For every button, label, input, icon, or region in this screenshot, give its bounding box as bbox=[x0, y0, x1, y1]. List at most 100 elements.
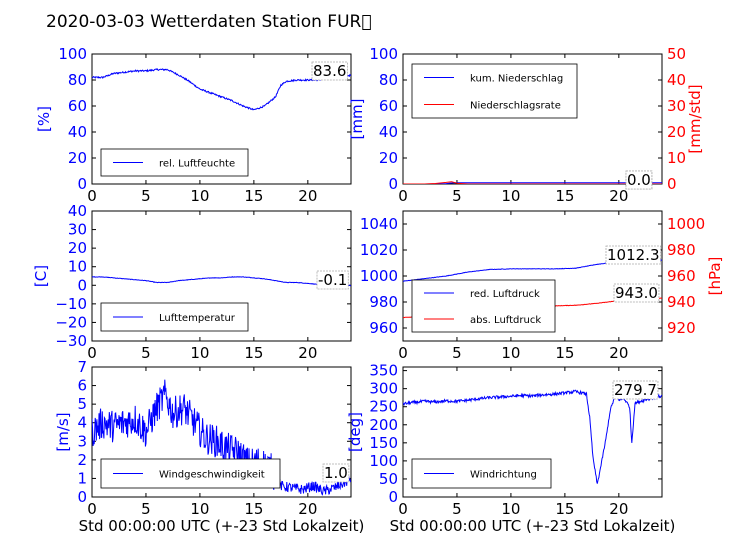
x-tick-label: 10 bbox=[501, 187, 520, 205]
annotation-box bbox=[612, 380, 659, 400]
y-tick-label: 20 bbox=[68, 149, 87, 167]
legend-label: Niederschlagsrate bbox=[470, 101, 561, 112]
value-annotation: 83.6 bbox=[313, 62, 346, 80]
plot-frame bbox=[91, 210, 352, 342]
x-tick-label: 15 bbox=[244, 187, 263, 205]
x-tick-label: 5 bbox=[452, 344, 462, 362]
legend-label: red. Luftdruck bbox=[470, 289, 540, 300]
legend-label: Lufttemperatur bbox=[159, 313, 236, 324]
series-line-1 bbox=[403, 389, 662, 484]
y-tick-label: 7 bbox=[77, 358, 87, 376]
value-annotation: -0.1 bbox=[318, 271, 347, 289]
series-line-2 bbox=[403, 181, 662, 184]
x-tick-label: 0 bbox=[87, 500, 97, 518]
x-tick-label: 5 bbox=[141, 187, 151, 205]
y2-tick-label: 50 bbox=[667, 45, 686, 63]
panel-1: 0 5 10 15 20 0 20 40 60 80 100 [%] rel. Luftfeuchte 8… bbox=[35, 45, 352, 205]
y-tick-label: 980 bbox=[369, 293, 398, 311]
x-tick-label: 5 bbox=[141, 344, 151, 362]
y-tick-label: 20 bbox=[379, 149, 398, 167]
x-tick-label: 15 bbox=[555, 187, 574, 205]
legend: kum. Niederschlag Niederschlagsrate bbox=[411, 63, 578, 119]
value-annotation: 943.0 bbox=[615, 284, 658, 302]
y-tick-label: 0 bbox=[77, 276, 87, 294]
y-tick-label: 3 bbox=[77, 432, 87, 450]
panel-3: 0 5 10 15 20−30−20−10010203040[C]Lufttempera… bbox=[32, 202, 352, 362]
y-axis-label: [m/s] bbox=[54, 412, 72, 451]
value-annotation: 279.7 bbox=[614, 381, 657, 399]
x-tick-label: 10 bbox=[190, 500, 209, 518]
annotation-box bbox=[316, 270, 349, 290]
x-tick-label: 20 bbox=[609, 187, 628, 205]
y2-axis-label: [hPa] bbox=[706, 257, 724, 296]
y-tick-label: 0 bbox=[77, 175, 87, 193]
x-tick-label: 20 bbox=[298, 344, 317, 362]
y-tick-label: 150 bbox=[369, 434, 398, 452]
y2-tick-label: 30 bbox=[667, 97, 686, 115]
y-tick-label: 100 bbox=[369, 45, 398, 63]
x-tick-label: 20 bbox=[609, 344, 628, 362]
legend: Lufttemperatur bbox=[100, 302, 249, 332]
annotation-box bbox=[322, 463, 350, 483]
y2-tick-label: 960 bbox=[667, 267, 696, 285]
y-axis-label: [mm] bbox=[348, 99, 366, 140]
y-tick-label: 1 bbox=[77, 469, 87, 487]
x-axis-label: Std 00:00:00 UTC (+-23 Std Lokalzeit) bbox=[390, 517, 676, 535]
y2-tick-label: 20 bbox=[667, 123, 686, 141]
y-tick-label: 300 bbox=[369, 380, 398, 398]
y-tick-label: 40 bbox=[379, 123, 398, 141]
y-axis-label: [C] bbox=[32, 265, 50, 287]
legend-label: rel. Luftfeuchte bbox=[159, 159, 235, 170]
annotation-box bbox=[311, 61, 348, 81]
legend-box bbox=[411, 63, 578, 119]
legend-label: abs. Luftdruck bbox=[470, 315, 541, 326]
y2-tick-label: 10 bbox=[667, 149, 686, 167]
value-annotation: 0.0 bbox=[627, 171, 651, 189]
plot-frame bbox=[91, 53, 352, 185]
x-tick-label: 5 bbox=[452, 187, 462, 205]
x-tick-label: 0 bbox=[398, 500, 408, 518]
value-annotation: 1012.3 bbox=[607, 246, 660, 264]
y-tick-label: 0 bbox=[77, 488, 87, 506]
y2-tick-label: 980 bbox=[667, 241, 696, 259]
y-tick-label: 60 bbox=[379, 97, 398, 115]
plot-frame bbox=[91, 366, 352, 498]
y-tick-label: −20 bbox=[55, 313, 87, 331]
legend-label: Windgeschwindigkeit bbox=[159, 470, 265, 481]
legend-box bbox=[411, 279, 556, 333]
annotation-box bbox=[625, 170, 653, 190]
y2-tick-label: 1000 bbox=[667, 215, 705, 233]
x-tick-label: 5 bbox=[452, 500, 462, 518]
x-tick-label: 0 bbox=[398, 344, 408, 362]
y-tick-label: 100 bbox=[58, 45, 87, 63]
y-tick-label: 40 bbox=[68, 123, 87, 141]
x-tick-label: 20 bbox=[298, 187, 317, 205]
y-tick-label: 10 bbox=[68, 258, 87, 276]
series-line-1 bbox=[92, 379, 351, 496]
x-tick-label: 15 bbox=[555, 344, 574, 362]
y-tick-label: 6 bbox=[77, 377, 87, 395]
legend-label: kum. Niederschlag bbox=[470, 74, 563, 85]
y-tick-label: 30 bbox=[68, 221, 87, 239]
y-tick-label: −30 bbox=[55, 332, 87, 350]
y2-tick-label: 920 bbox=[667, 319, 696, 337]
y-axis-label: [deg] bbox=[346, 412, 364, 452]
x-tick-label: 10 bbox=[501, 500, 520, 518]
y-tick-label: 1020 bbox=[360, 241, 398, 259]
x-tick-label: 10 bbox=[190, 187, 209, 205]
x-tick-label: 0 bbox=[87, 187, 97, 205]
y-tick-label: 80 bbox=[68, 71, 87, 89]
y-tick-label: 1040 bbox=[360, 215, 398, 233]
y-tick-label: 200 bbox=[369, 416, 398, 434]
y-tick-label: 60 bbox=[68, 97, 87, 115]
y-tick-label: 80 bbox=[379, 71, 398, 89]
y-axis-label: [%] bbox=[35, 106, 53, 132]
y-tick-label: 1000 bbox=[360, 267, 398, 285]
y-tick-label: 40 bbox=[68, 202, 87, 220]
y2-tick-label: 40 bbox=[667, 71, 686, 89]
x-tick-label: 15 bbox=[555, 500, 574, 518]
legend: Windgeschwindigkeit bbox=[100, 458, 281, 489]
annotation-box bbox=[605, 245, 661, 265]
